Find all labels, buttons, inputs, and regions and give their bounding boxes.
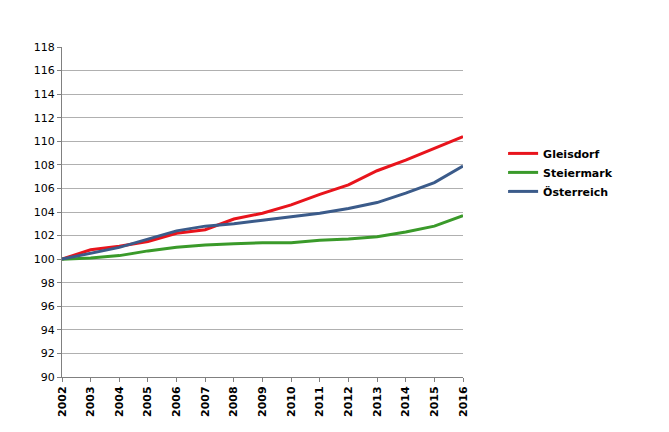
- svg-text:98: 98: [41, 277, 55, 290]
- svg-text:2009: 2009: [256, 386, 269, 417]
- svg-text:100: 100: [34, 253, 55, 266]
- svg-text:96: 96: [41, 300, 55, 313]
- svg-text:2006: 2006: [170, 386, 183, 417]
- svg-text:2005: 2005: [142, 386, 155, 417]
- svg-text:112: 112: [34, 112, 55, 125]
- svg-text:Gleisdorf: Gleisdorf: [543, 148, 599, 161]
- svg-text:2003: 2003: [84, 386, 97, 417]
- svg-text:2013: 2013: [371, 386, 384, 417]
- svg-text:2010: 2010: [285, 386, 298, 417]
- svg-text:102: 102: [34, 229, 55, 242]
- svg-text:Steiermark: Steiermark: [543, 167, 613, 180]
- svg-text:2004: 2004: [113, 386, 126, 417]
- svg-text:2016: 2016: [457, 386, 470, 417]
- svg-text:2007: 2007: [199, 386, 212, 417]
- svg-text:114: 114: [34, 88, 55, 101]
- svg-text:118: 118: [34, 41, 55, 54]
- svg-text:2015: 2015: [428, 386, 441, 417]
- svg-text:90: 90: [41, 371, 55, 384]
- svg-text:106: 106: [34, 182, 55, 195]
- svg-text:2011: 2011: [313, 386, 326, 417]
- svg-text:110: 110: [34, 135, 55, 148]
- svg-text:116: 116: [34, 64, 55, 77]
- svg-text:108: 108: [34, 159, 55, 172]
- svg-text:92: 92: [41, 347, 55, 360]
- svg-text:2012: 2012: [342, 386, 355, 417]
- svg-text:2002: 2002: [56, 386, 69, 417]
- svg-text:2008: 2008: [227, 386, 240, 417]
- svg-text:94: 94: [41, 324, 55, 337]
- svg-text:104: 104: [34, 206, 55, 219]
- svg-text:Österreich: Österreich: [543, 185, 608, 199]
- svg-text:2014: 2014: [399, 386, 412, 417]
